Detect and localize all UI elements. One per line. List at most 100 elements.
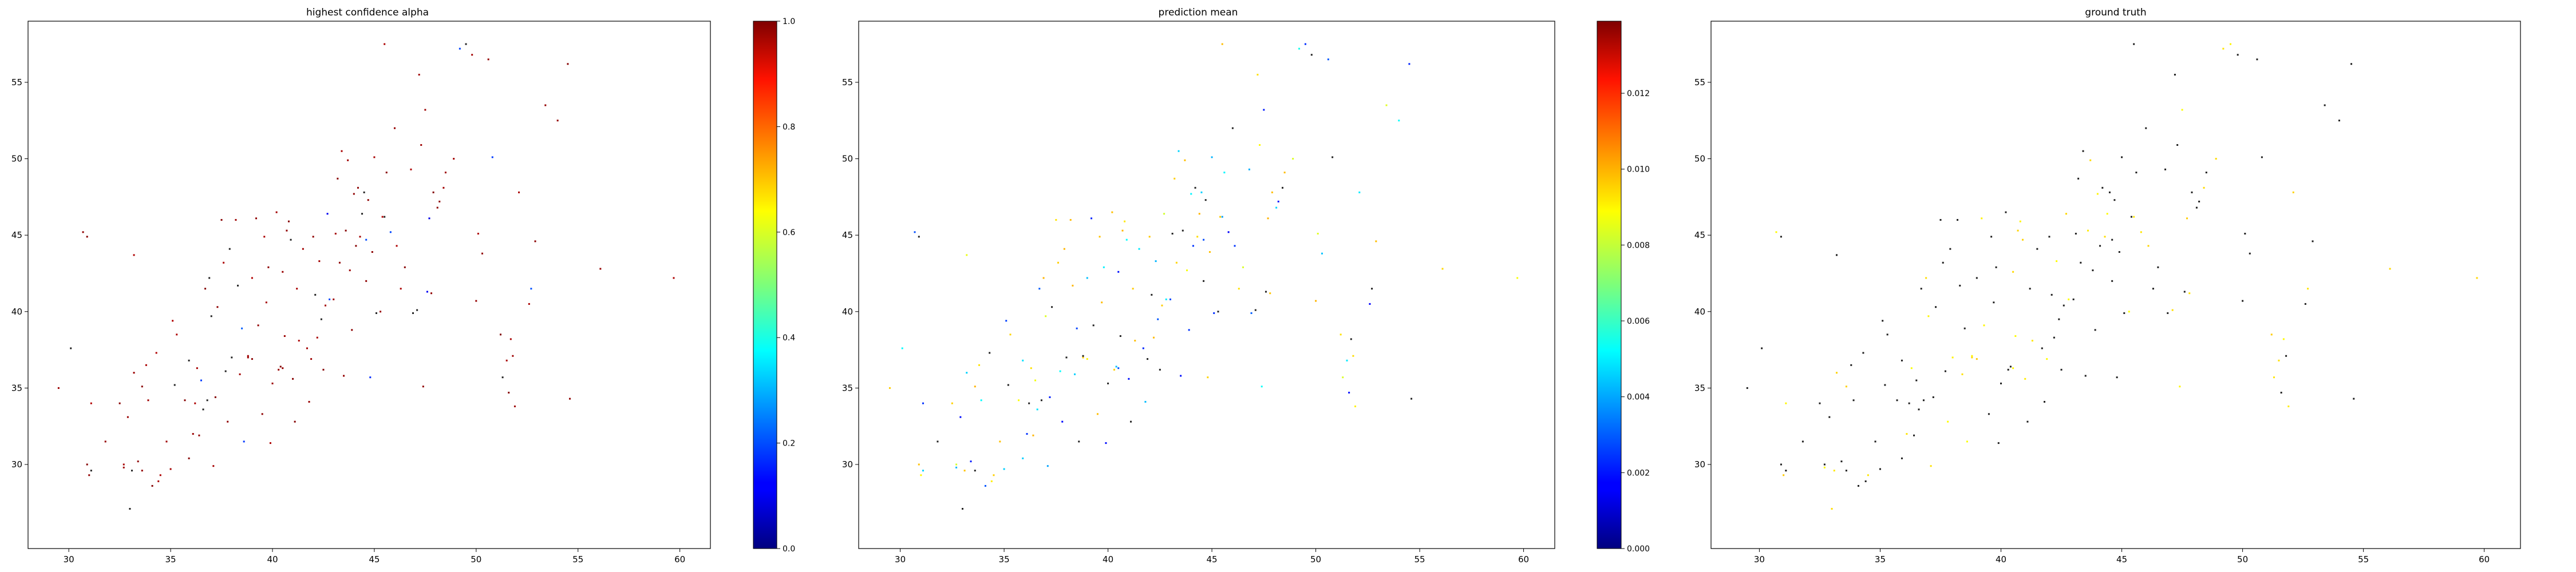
data-point bbox=[2063, 304, 2065, 307]
data-point bbox=[2012, 271, 2014, 273]
data-point bbox=[2476, 277, 2478, 279]
data-point bbox=[1203, 280, 1205, 282]
data-point bbox=[1263, 109, 1265, 111]
data-point bbox=[1398, 120, 1400, 122]
data-point bbox=[974, 470, 976, 472]
y-tick-label: 30 bbox=[11, 459, 22, 470]
data-point bbox=[2307, 288, 2309, 290]
data-point bbox=[2009, 366, 2012, 368]
data-point bbox=[147, 399, 149, 402]
x-tick-label: 35 bbox=[1875, 554, 1886, 565]
data-point bbox=[2389, 268, 2391, 270]
data-point bbox=[1831, 508, 1833, 510]
data-point bbox=[2082, 150, 2084, 152]
data-point bbox=[216, 306, 219, 308]
data-point bbox=[1200, 191, 1203, 193]
data-point bbox=[70, 347, 72, 349]
data-point bbox=[194, 402, 196, 404]
y-tick-label: 35 bbox=[1694, 383, 1705, 393]
data-point bbox=[2024, 378, 2026, 380]
data-point bbox=[481, 252, 483, 255]
data-point bbox=[1340, 333, 1342, 336]
colorbar-tick-label: 0.008 bbox=[1627, 241, 1650, 250]
data-point bbox=[1132, 288, 1134, 290]
data-point bbox=[90, 402, 92, 404]
data-point bbox=[241, 327, 243, 329]
data-point bbox=[1107, 382, 1109, 384]
data-point bbox=[269, 442, 271, 444]
data-point bbox=[1117, 367, 1120, 370]
data-point bbox=[283, 335, 286, 337]
data-point bbox=[345, 229, 347, 232]
data-point bbox=[2056, 260, 2058, 263]
data-point bbox=[1128, 378, 1130, 380]
data-point bbox=[257, 324, 259, 327]
data-point bbox=[1182, 229, 1184, 232]
data-point bbox=[1862, 352, 1864, 354]
data-point bbox=[1034, 379, 1037, 382]
data-point bbox=[1045, 315, 1047, 317]
data-point bbox=[227, 420, 229, 423]
data-point bbox=[351, 329, 353, 331]
data-point bbox=[2133, 216, 2135, 218]
data-point bbox=[2237, 54, 2239, 56]
data-point bbox=[1032, 434, 1034, 436]
data-point bbox=[2215, 158, 2217, 160]
data-point bbox=[118, 402, 121, 404]
data-point bbox=[534, 240, 536, 243]
data-point bbox=[2068, 298, 2070, 300]
x-tick-label: 30 bbox=[895, 554, 906, 565]
data-point bbox=[1901, 457, 1903, 459]
data-point bbox=[1254, 309, 1257, 311]
data-point bbox=[2282, 338, 2285, 340]
data-point bbox=[385, 172, 388, 174]
data-point bbox=[1845, 386, 1847, 388]
data-point bbox=[2183, 291, 2186, 293]
data-point bbox=[1046, 465, 1049, 467]
data-point bbox=[2058, 318, 2060, 320]
data-point bbox=[1997, 442, 2000, 444]
data-point bbox=[920, 474, 922, 476]
data-point bbox=[1775, 231, 1777, 233]
data-point bbox=[1148, 236, 1151, 238]
data-point bbox=[396, 245, 398, 247]
data-point bbox=[2014, 335, 2017, 337]
data-point bbox=[133, 254, 135, 256]
data-point bbox=[1217, 311, 1219, 313]
y-tick-label: 30 bbox=[1694, 459, 1705, 470]
data-point bbox=[2094, 329, 2096, 331]
data-point bbox=[1213, 312, 1215, 314]
data-point bbox=[231, 356, 233, 359]
data-point bbox=[310, 358, 313, 360]
data-point bbox=[673, 277, 675, 279]
data-point bbox=[1780, 236, 1782, 238]
data-point bbox=[287, 220, 290, 223]
data-point bbox=[2229, 43, 2231, 45]
data-point bbox=[2089, 159, 2092, 161]
data-point bbox=[1078, 440, 1080, 443]
data-point bbox=[1942, 261, 1944, 264]
data-point bbox=[508, 391, 510, 394]
data-point bbox=[2222, 47, 2225, 50]
colorbar-tick-label: 0.004 bbox=[1627, 393, 1650, 402]
data-point bbox=[279, 366, 282, 368]
data-point bbox=[1408, 63, 1411, 65]
panel-ground-truth: ground truth 30 35 40 45 50 55 60 30 35 40 45 50 55 bbox=[1694, 7, 2521, 565]
data-point bbox=[1988, 413, 1990, 415]
data-point bbox=[418, 74, 420, 76]
data-point bbox=[1801, 440, 1804, 443]
data-point bbox=[1007, 384, 1009, 386]
data-point bbox=[1091, 217, 1093, 220]
data-point bbox=[459, 47, 461, 50]
data-point bbox=[1242, 266, 1244, 268]
data-point bbox=[412, 312, 414, 314]
data-point bbox=[513, 405, 516, 407]
panel-prediction-mean: prediction mean 30 35 40 45 50 55 60 30 35 40 45 50… bbox=[842, 7, 1555, 565]
data-point bbox=[294, 420, 296, 423]
data-point bbox=[1864, 480, 1867, 482]
data-point bbox=[1281, 186, 1283, 189]
data-point bbox=[1203, 239, 1205, 241]
data-point bbox=[1971, 355, 1973, 357]
data-point bbox=[487, 58, 489, 61]
data-point bbox=[2072, 298, 2075, 300]
